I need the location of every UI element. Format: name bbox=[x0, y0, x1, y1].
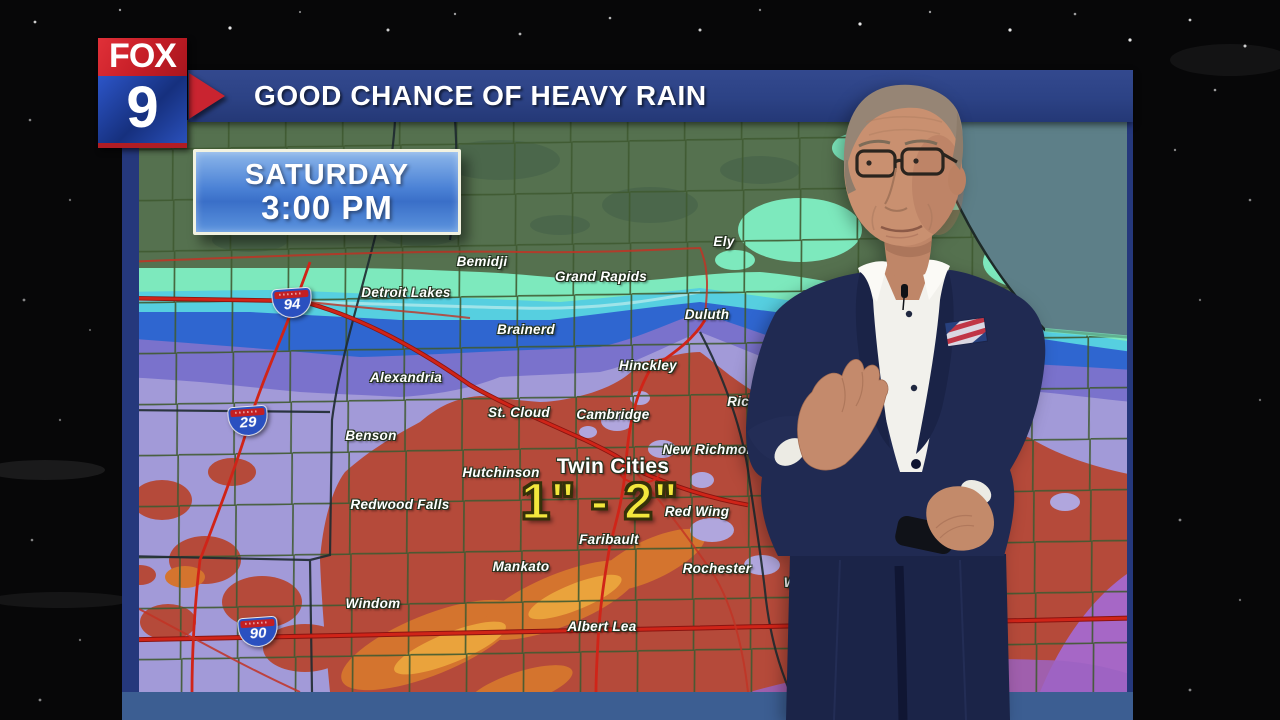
headline-banner: GOOD CHANCE OF HEAVY RAIN bbox=[188, 70, 1133, 122]
pocket-square bbox=[943, 316, 989, 348]
banner-arrow-icon bbox=[189, 73, 225, 119]
headline-text: GOOD CHANCE OF HEAVY RAIN bbox=[254, 80, 707, 111]
head bbox=[843, 84, 966, 246]
lapel-microphone bbox=[901, 284, 908, 311]
station-logo-number: 9 bbox=[98, 76, 187, 143]
forecast-day: SATURDAY bbox=[244, 159, 410, 191]
station-logo: FOX 9 bbox=[98, 38, 187, 151]
forecast-time-box: SATURDAY 3:00 PM bbox=[193, 149, 461, 235]
glasses bbox=[855, 147, 958, 178]
forecast-time: 3:00 PM bbox=[261, 189, 393, 226]
station-logo-underline bbox=[98, 143, 187, 148]
station-logo-fox: FOX bbox=[98, 38, 187, 76]
rainfall-annotation: 1" - 2" bbox=[520, 472, 679, 531]
